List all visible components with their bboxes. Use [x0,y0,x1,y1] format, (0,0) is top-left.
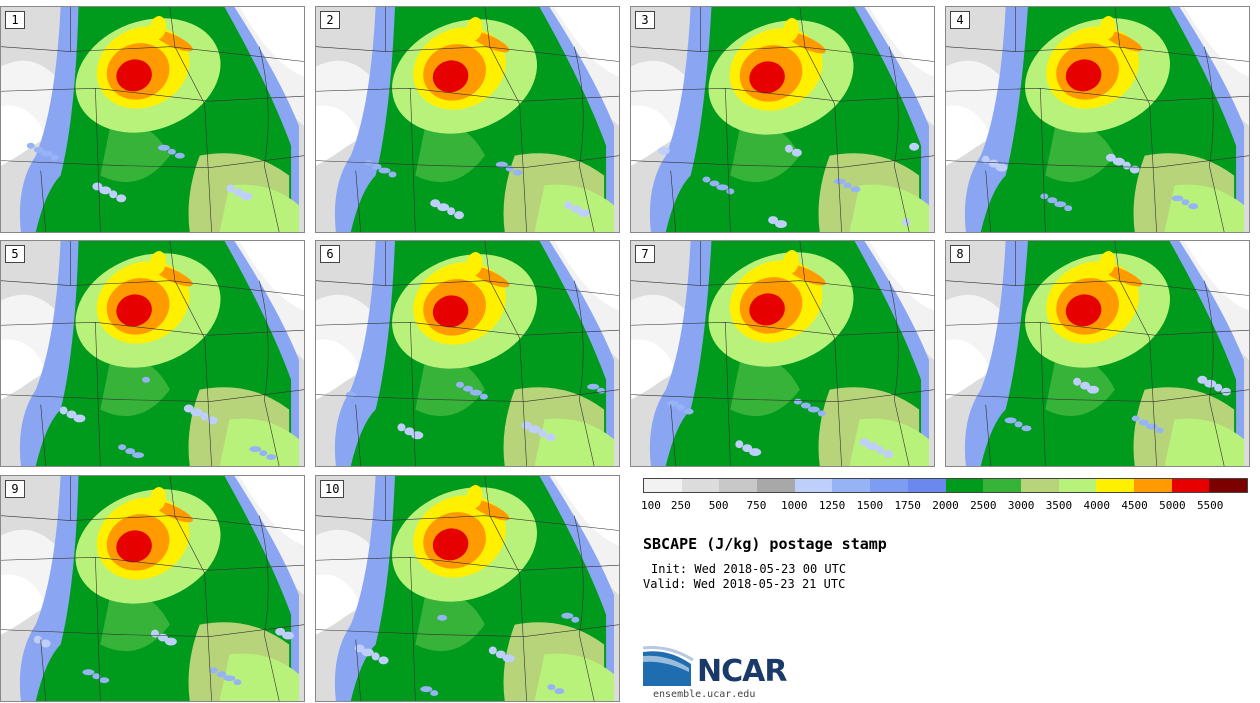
colorbar-swatch [1058,479,1097,492]
colorbar-swatch [1209,479,1247,492]
ensemble-member-panel[interactable]: 7 [630,240,935,467]
panel-number: 10 [320,480,345,498]
colorbar-swatch [757,479,795,492]
ensemble-member-panel[interactable]: 6 [315,240,620,467]
ensemble-member-panel[interactable]: 2 [315,6,620,233]
ensemble-member-panel[interactable]: 8 [945,240,1250,467]
colorbar-label: 250 [670,499,691,512]
valid-time: Valid: Wed 2018-05-23 21 UTC [643,577,846,591]
colorbar-label: 500 [708,499,729,512]
sbcape-map [316,7,619,232]
colorbar-swatch [1171,479,1210,492]
sbcape-map [316,241,619,466]
panel-number: 3 [635,11,655,29]
plot-title: SBCAPE (J/kg) postage stamp [643,535,887,553]
colorbar-swatch [832,479,871,492]
sbcape-map [316,476,619,701]
panel-number: 8 [950,245,970,263]
sbcape-map [631,241,934,466]
ensemble-member-panel[interactable]: 4 [945,6,1250,233]
colorbar-swatch [945,479,984,492]
sbcape-map [946,241,1249,466]
colorbar-label: 3000 [1007,499,1035,512]
colorbar-swatch [719,479,758,492]
panel-number: 5 [5,245,25,263]
colorbar-label: 1750 [894,499,921,512]
sbcape-map [1,241,304,466]
colorbar-label: 3500 [1045,499,1073,512]
panel-number: 7 [635,245,655,263]
colorbar-swatch [644,479,682,492]
colorbar-label: 100 [641,499,661,512]
colorbar-swatch [983,479,1021,492]
colorbar-label: 1500 [856,499,884,512]
ensemble-member-panel[interactable]: 3 [630,6,935,233]
colorbar-label: 4500 [1121,499,1148,512]
colorbar-label: 2500 [970,499,997,512]
colorbar-label: 5000 [1159,499,1186,512]
logo-url[interactable]: ensemble.ucar.edu [653,689,756,700]
ensemble-member-panel[interactable]: 5 [0,240,305,467]
ensemble-member-panel[interactable]: 1 [0,6,305,233]
colorbar-swatch [1020,479,1059,492]
panel-number: 4 [950,11,970,29]
colorbar-label: 1250 [818,499,846,512]
panel-number: 2 [320,11,340,29]
colorbar-label: 5500 [1196,499,1224,512]
sbcape-map [631,7,934,232]
colorbar-swatch [870,479,908,492]
init-time: Init: Wed 2018-05-23 00 UTC [651,562,847,576]
colorbar-label: 750 [746,499,767,512]
sbcape-map [1,7,304,232]
colorbar-label: 4000 [1083,499,1111,512]
colorbar-label: 1000 [781,499,808,512]
colorbar-swatch [907,479,946,492]
logo-name: NCAR [697,654,787,689]
ensemble-member-panel[interactable]: 9 [0,475,305,702]
panel-number: 1 [5,11,25,29]
ensemble-member-panel[interactable]: 10 [315,475,620,702]
panel-number: 6 [320,245,340,263]
colorbar-label: 2000 [932,499,959,512]
panel-number: 9 [5,480,25,498]
colorbar [643,478,1248,493]
colorbar-swatch [681,479,720,492]
colorbar-labels: 100 250 500 750 1000 1250 1500 1750 2000 2500 3000… [641,499,1248,513]
colorbar-swatch [794,479,833,492]
sbcape-map [946,7,1249,232]
colorbar-swatch [1096,479,1134,492]
colorbar-swatch [1133,479,1172,492]
ncar-logo-icon [643,646,694,686]
sbcape-map [1,476,304,701]
